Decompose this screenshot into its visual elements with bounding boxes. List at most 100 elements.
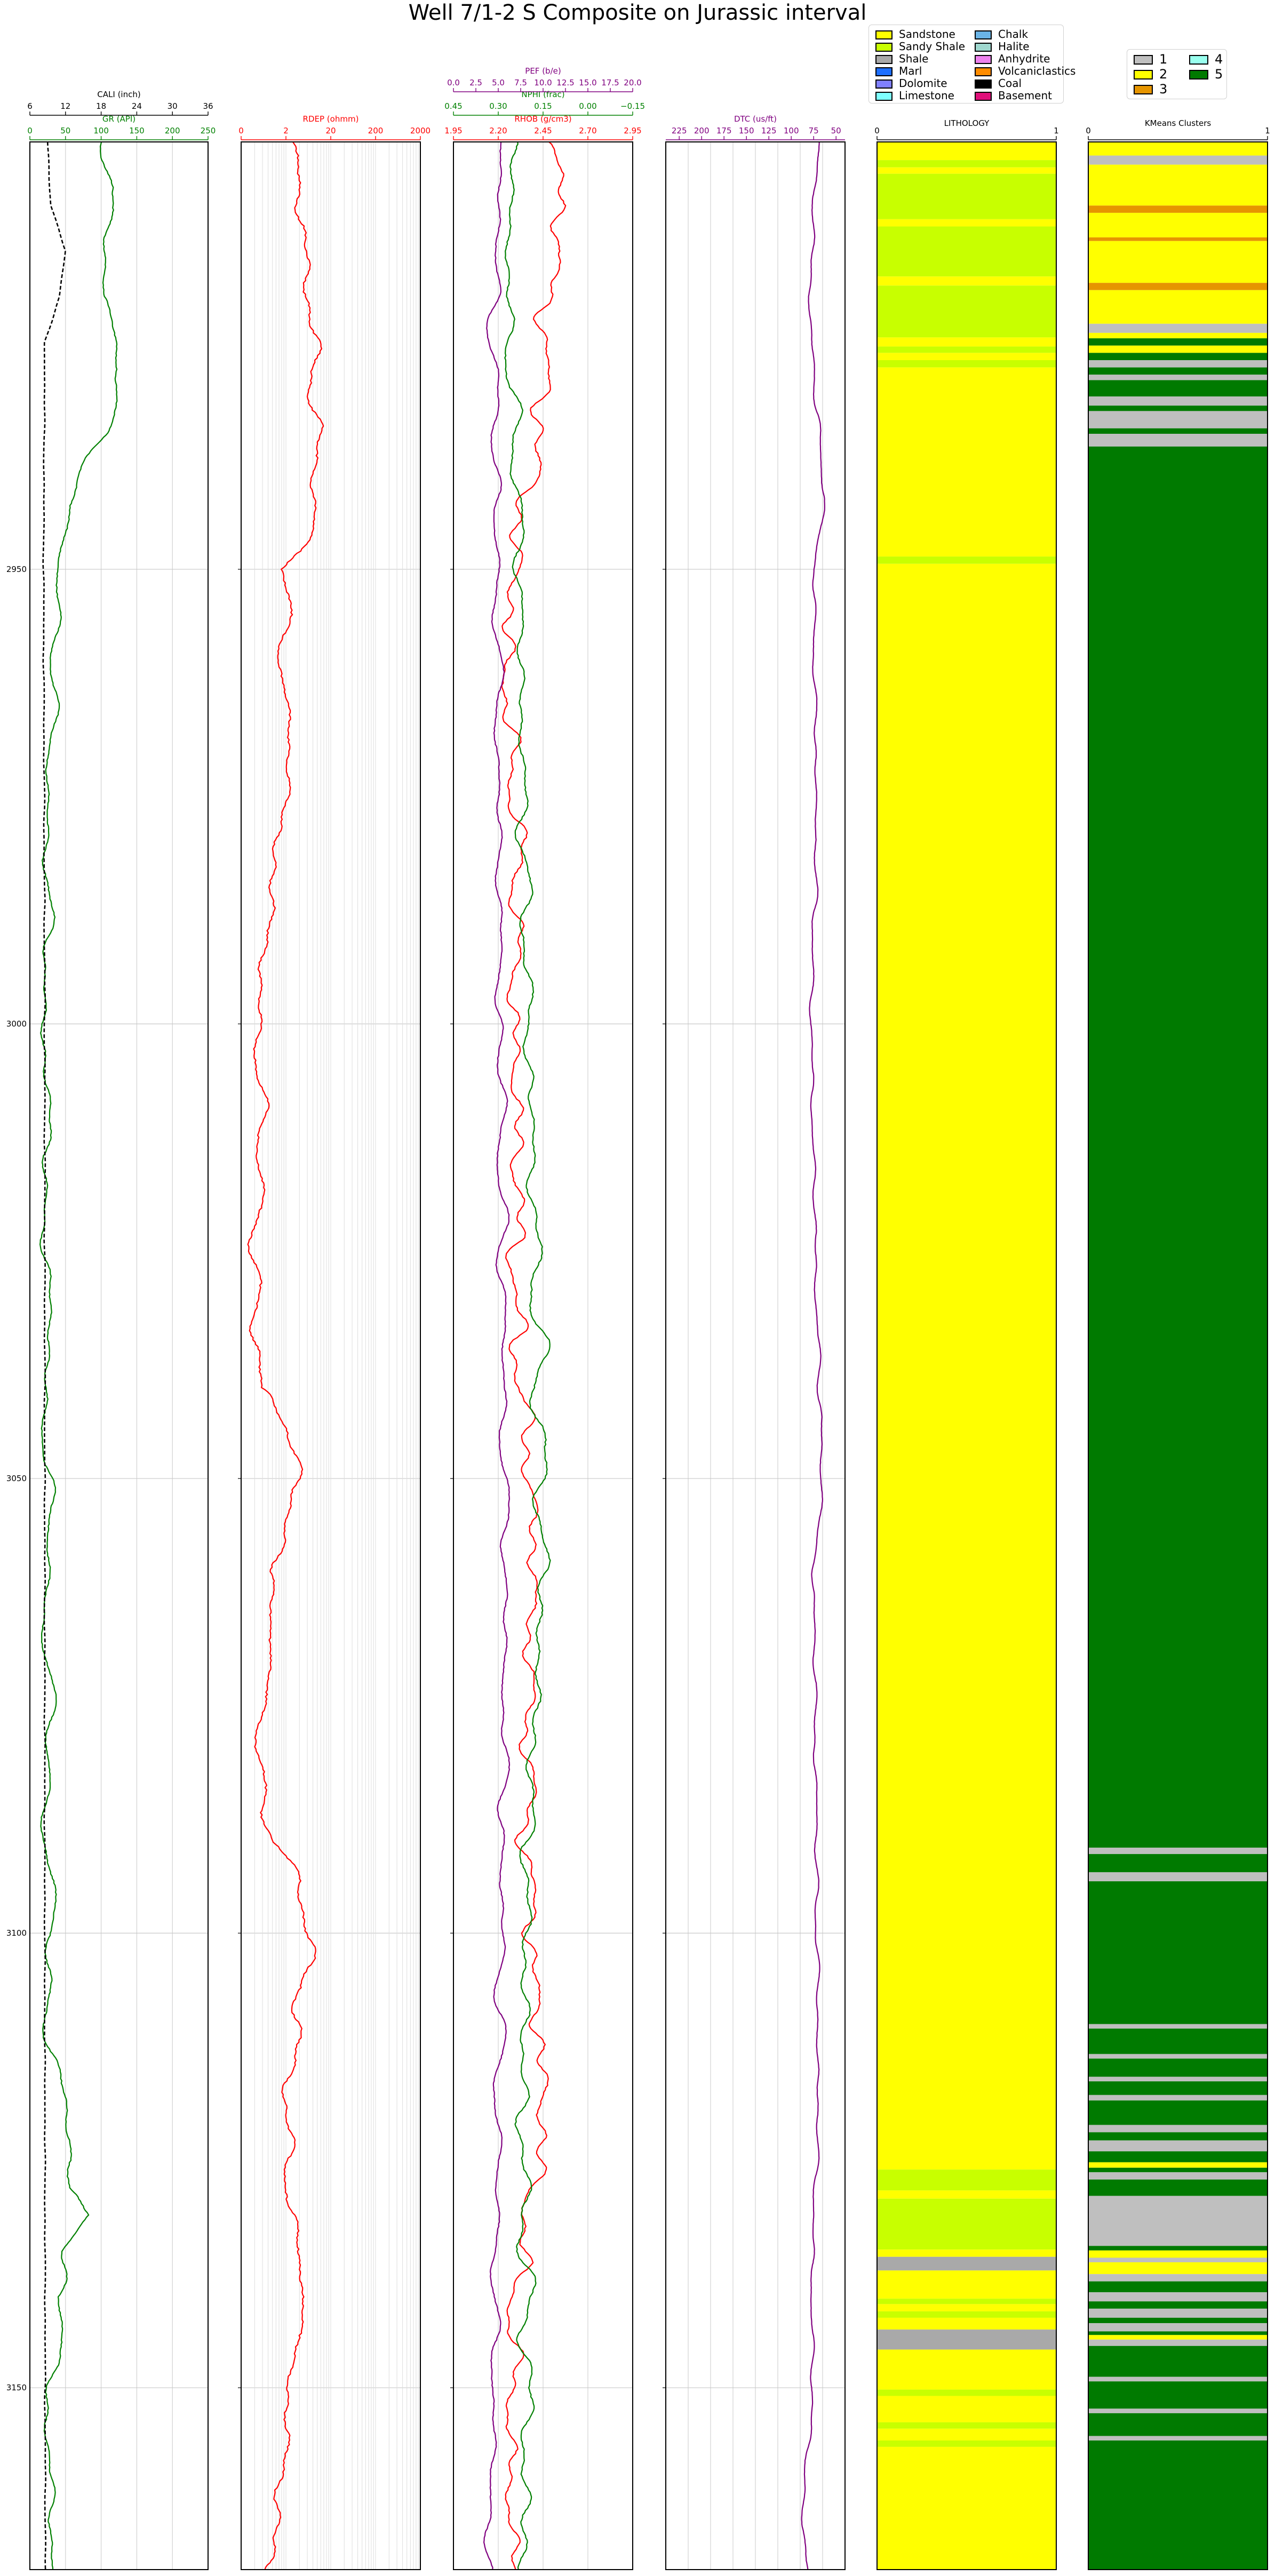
kmeans-interval — [1088, 2281, 1268, 2293]
pef-tick-label: 5.0 — [492, 78, 505, 88]
pef-tick-label: 20.0 — [624, 78, 641, 88]
gr-tick-label: 250 — [201, 126, 216, 136]
kmeans-interval — [1088, 2024, 1268, 2029]
lithology-interval — [877, 2256, 1056, 2271]
lithology-swatch — [975, 43, 992, 52]
kmeans-interval — [1088, 2440, 1268, 2570]
lithology-legend-label: Volcaniclastics — [998, 65, 1076, 77]
dtc-tick-label: 75 — [809, 126, 819, 136]
lithology-swatch — [875, 30, 892, 39]
kmeans-legend-label: 3 — [1159, 82, 1168, 97]
kmeans-interval — [1088, 2167, 1268, 2173]
kmeans-interval — [1088, 2179, 1268, 2196]
rdep-tick-label: 2000 — [410, 126, 431, 136]
kmeans-interval — [1088, 2346, 1268, 2377]
lithology-legend-item: Sandy Shale — [875, 41, 965, 52]
curve-cali — [42, 141, 66, 2570]
kmeans-interval — [1088, 2250, 1268, 2258]
lithology-interval — [877, 219, 1056, 227]
kmeans-swatch — [1189, 55, 1208, 65]
kmeans-interval — [1088, 2058, 1268, 2077]
kmeans-interval — [1088, 2274, 1268, 2281]
kmeans-legend-label: 5 — [1215, 67, 1223, 82]
kmeans-interval — [1088, 2413, 1268, 2436]
kmeans-interval — [1088, 2246, 1268, 2251]
lithology-interval — [877, 173, 1056, 219]
rhob-tick-label: 2.70 — [579, 126, 596, 136]
kmeans-interval — [1088, 2335, 1268, 2340]
rhob-tick-label: 1.95 — [444, 126, 462, 136]
lithology-interval — [877, 160, 1056, 168]
kmeans-interval — [1088, 332, 1268, 339]
kmeans-interval — [1088, 2376, 1268, 2382]
kmeans-interval — [1088, 2408, 1268, 2413]
kmeans-interval — [1088, 2151, 1268, 2162]
track-frame-litho — [876, 141, 1057, 2570]
kmeans-interval — [1088, 1872, 1268, 1881]
lithology-legend-label: Dolomite — [899, 77, 947, 90]
kmeans-tick-label: 1 — [1265, 126, 1270, 136]
kmeans-interval — [1088, 142, 1268, 156]
kmeans-interval — [1088, 2029, 1268, 2054]
lithology-legend-label: Halite — [998, 40, 1030, 53]
dtc-tick-label: 125 — [761, 126, 777, 136]
depth-tick-label: 3050 — [6, 1474, 27, 1483]
lithology-legend-item: Basement — [975, 90, 1052, 101]
rdep-tick-label: 200 — [368, 126, 384, 136]
kmeans-interval — [1088, 2262, 1268, 2275]
lithology-interval — [877, 2169, 1056, 2191]
kmeans-interval — [1088, 375, 1268, 380]
kmeans-interval — [1088, 2196, 1268, 2246]
lithology-legend-item: Dolomite — [875, 77, 947, 89]
litho-label: LITHOLOGY — [944, 118, 990, 128]
cali-tick-label: 30 — [168, 101, 178, 111]
lithology-legend-label: Basement — [998, 89, 1053, 102]
lithology-legend-label: Chalk — [998, 28, 1029, 41]
kmeans-interval — [1088, 2172, 1268, 2180]
kmeans-interval — [1088, 283, 1268, 290]
rhob-tick-label: 2.20 — [489, 126, 507, 136]
lithology-legend-label: Marl — [899, 65, 922, 77]
kmeans-tick-label: 0 — [1086, 126, 1091, 136]
lithology-legend-label: Anhydrite — [998, 52, 1050, 65]
kmeans-legend-label: 2 — [1159, 67, 1168, 82]
kmeans-swatch — [1134, 55, 1153, 65]
lithology-interval — [877, 226, 1056, 277]
kmeans-interval — [1088, 2257, 1268, 2263]
cali-tick-label: 36 — [203, 101, 213, 111]
lithology-interval — [877, 285, 1056, 338]
nphi-tick-label: −0.15 — [620, 101, 645, 111]
lithology-swatch — [975, 67, 992, 76]
litho-tick-label: 0 — [874, 126, 880, 136]
dtc-label: DTC (us/ft) — [734, 114, 777, 124]
track-frame-rdep — [241, 141, 421, 2570]
kmeans-interval — [1088, 434, 1268, 447]
kmeans-legend-item: 5 — [1189, 67, 1223, 82]
kmeans-interval — [1088, 205, 1268, 213]
lithology-interval — [877, 2446, 1056, 2570]
lithology-interval — [877, 167, 1056, 174]
kmeans-interval — [1088, 2292, 1268, 2302]
rdep-tick-label: 0 — [238, 126, 244, 136]
kmeans-swatch — [1189, 70, 1208, 79]
lithology-interval — [877, 2422, 1056, 2429]
pef-tick-label: 12.5 — [556, 78, 574, 88]
kmeans-interval — [1088, 2308, 1268, 2318]
kmeans-label: KMeans Clusters — [1145, 118, 1212, 128]
lithology-legend-label: Limestone — [899, 89, 954, 102]
kmeans-interval — [1088, 2077, 1268, 2081]
kmeans-interval — [1088, 380, 1268, 397]
lithology-swatch — [975, 79, 992, 89]
lithology-legend-item: Sandstone — [875, 28, 955, 40]
lithology-swatch — [875, 92, 892, 101]
kmeans-interval — [1088, 345, 1268, 353]
kmeans-interval — [1088, 1847, 1268, 1854]
lithology-interval — [877, 276, 1056, 286]
cali-tick-label: 18 — [96, 101, 106, 111]
nphi-tick-label: 0.00 — [579, 101, 596, 111]
lithology-legend-item: Coal — [975, 77, 1022, 89]
lithology-swatch — [975, 92, 992, 101]
lithology-legend-item: Halite — [975, 41, 1030, 52]
dtc-tick-label: 175 — [716, 126, 732, 136]
